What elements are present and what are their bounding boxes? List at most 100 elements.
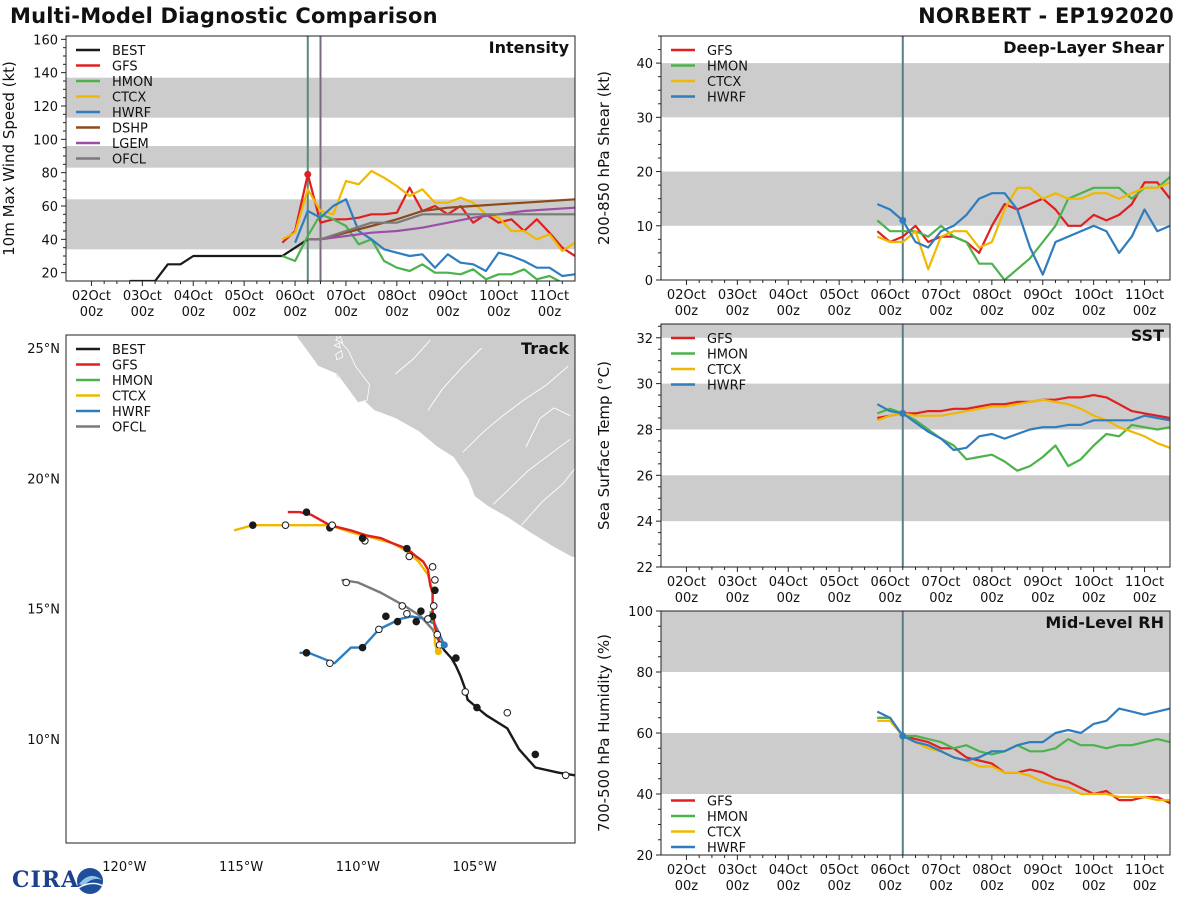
series-line-gfs xyxy=(876,181,1170,254)
track-position-marker xyxy=(452,654,460,662)
track-position-marker xyxy=(431,586,439,595)
y-axis-label: 200-850 hPa Shear (kt) xyxy=(595,71,613,245)
y-tick-label: 30 xyxy=(636,111,653,126)
init-marker xyxy=(899,216,907,224)
x-tick-label-time: 00z xyxy=(929,879,953,894)
legend-label-hmon: HMON xyxy=(707,348,748,363)
state-border xyxy=(427,347,482,411)
x-tick-label: 11Oct xyxy=(1125,863,1164,878)
x-tick-label: 08Oct xyxy=(972,575,1011,590)
x-tick-label-time: 00z xyxy=(385,305,409,320)
panel-title: Mid-Level RH xyxy=(1045,613,1164,632)
x-tick-label-time: 00z xyxy=(182,305,206,320)
legend-label-ctcx: CTCX xyxy=(707,75,741,90)
x-tick-label-time: 00z xyxy=(777,879,801,894)
x-tick-label-time: 00z xyxy=(1133,591,1157,606)
series-line-ctcx xyxy=(876,181,1170,271)
x-tick-label-time: 00z xyxy=(1133,879,1157,894)
y-tick-label: 60 xyxy=(636,727,653,742)
legend-label-dshp: DSHP xyxy=(112,122,148,137)
legend-label-hmon: HMON xyxy=(112,75,153,90)
panel-sst: 22242628303202Oct00z03Oct00z04Oct00z05Oc… xyxy=(595,323,1171,606)
x-tick-label: 04Oct xyxy=(174,289,213,304)
x-tick-label-time: 00z xyxy=(80,305,104,320)
x-tick-label: 06Oct xyxy=(871,288,910,303)
y-tick-label: 30 xyxy=(636,378,653,393)
threshold-band xyxy=(661,63,1170,118)
x-tick-label-time: 00z xyxy=(538,305,562,320)
y-axis-label: 10m Max Wind Speed (kt) xyxy=(0,61,18,256)
series-line-hwrf xyxy=(876,707,1170,762)
x-tick-label: 08Oct xyxy=(972,288,1011,303)
x-tick-label-time: 00z xyxy=(675,879,699,894)
track-line-best xyxy=(438,641,575,777)
panel-rh: 2040608010002Oct00z03Oct00z04Oct00z05Oct… xyxy=(595,605,1171,894)
series-line-hwrf xyxy=(876,403,1170,452)
series-line-gfs xyxy=(877,716,1170,805)
track-position-marker xyxy=(398,602,407,610)
threshold-band xyxy=(661,171,1170,226)
x-tick-label-time: 00z xyxy=(777,591,801,606)
x-tick-label: 11Oct xyxy=(1125,575,1164,590)
x-tick-label-time: 00z xyxy=(878,304,902,319)
x-tick-label: 07Oct xyxy=(326,289,365,304)
y-tick-label: 10 xyxy=(636,220,653,235)
track-position-marker xyxy=(503,708,512,717)
y-tick-label: 120 xyxy=(33,100,58,115)
x-tick-label: 04Oct xyxy=(769,575,808,590)
x-tick-label-time: 00z xyxy=(487,305,511,320)
x-tick-label: 09Oct xyxy=(1023,863,1062,878)
track-position-marker xyxy=(382,612,390,621)
x-tick-label-time: 00z xyxy=(1031,879,1055,894)
x-tick-label: 05Oct xyxy=(820,575,859,590)
x-tick-label: 05Oct xyxy=(820,863,859,878)
x-tick-label: 10Oct xyxy=(1074,575,1113,590)
x-tick-label: 02Oct xyxy=(667,575,706,590)
y-axis-label: 700-500 hPa Humidity (%) xyxy=(595,634,613,832)
y-tick-label: 40 xyxy=(636,57,653,72)
legend-label-ofcl: OFCL xyxy=(112,421,147,436)
x-tick-label-time: 00z xyxy=(929,591,953,606)
track-position-marker xyxy=(281,521,290,529)
track-position-marker xyxy=(358,643,367,652)
x-tick-label: 02Oct xyxy=(72,289,111,304)
axes-frame xyxy=(65,334,576,844)
track-init-marker xyxy=(440,641,448,649)
x-tick-label: 10Oct xyxy=(1074,863,1113,878)
track-position-marker xyxy=(561,771,570,780)
figure-title: Multi-Model Diagnostic Comparison xyxy=(10,4,438,28)
track-line-hwrf xyxy=(299,615,446,665)
x-tick-label-time: 00z xyxy=(334,305,358,320)
land-island xyxy=(333,342,341,349)
x-tick-label: 09Oct xyxy=(1023,288,1062,303)
map-area xyxy=(233,335,575,780)
x-tick-label: 07Oct xyxy=(921,288,960,303)
series-line-hmon xyxy=(876,407,1170,472)
legend-label-ctcx: CTCX xyxy=(707,363,741,378)
legend-label-ofcl: OFCL xyxy=(112,153,147,168)
lat-tick-label: 10°N xyxy=(27,733,60,748)
x-tick-label: 11Oct xyxy=(530,289,569,304)
panel-title: SST xyxy=(1131,326,1164,345)
logo-text: CIRA xyxy=(12,867,80,893)
x-tick-label-time: 00z xyxy=(1031,304,1055,319)
series-line-hmon xyxy=(876,176,1170,280)
panel-shear: 01020304002Oct00z03Oct00z04Oct00z05Oct00… xyxy=(595,35,1171,319)
y-tick-label: 22 xyxy=(636,561,653,576)
x-tick-label-time: 00z xyxy=(827,304,851,319)
x-tick-label: 04Oct xyxy=(769,288,808,303)
x-tick-label-time: 00z xyxy=(726,304,750,319)
x-tick-label: 04Oct xyxy=(769,863,808,878)
state-border xyxy=(525,407,571,448)
legend-label-ctcx: CTCX xyxy=(112,390,146,405)
x-tick-label-time: 00z xyxy=(827,879,851,894)
x-tick-label: 10Oct xyxy=(1074,288,1113,303)
x-tick-label: 03Oct xyxy=(123,289,162,304)
panel-title: Intensity xyxy=(489,38,570,57)
series-line-ctcx xyxy=(876,398,1170,449)
legend-label-lgem: LGEM xyxy=(112,137,149,152)
legend-label-best: BEST xyxy=(112,343,145,358)
y-tick-label: 0 xyxy=(645,274,653,289)
track-position-marker xyxy=(328,521,336,529)
